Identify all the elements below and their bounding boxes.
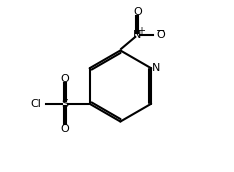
Text: O: O bbox=[61, 124, 69, 134]
Text: O: O bbox=[156, 30, 165, 40]
Text: O: O bbox=[133, 7, 142, 17]
Text: Cl: Cl bbox=[30, 99, 41, 109]
Text: S: S bbox=[62, 99, 69, 109]
Text: +: + bbox=[137, 26, 145, 36]
Text: O: O bbox=[61, 74, 69, 84]
Text: −: − bbox=[156, 26, 165, 36]
Text: N: N bbox=[152, 63, 160, 73]
Text: N: N bbox=[133, 30, 142, 40]
